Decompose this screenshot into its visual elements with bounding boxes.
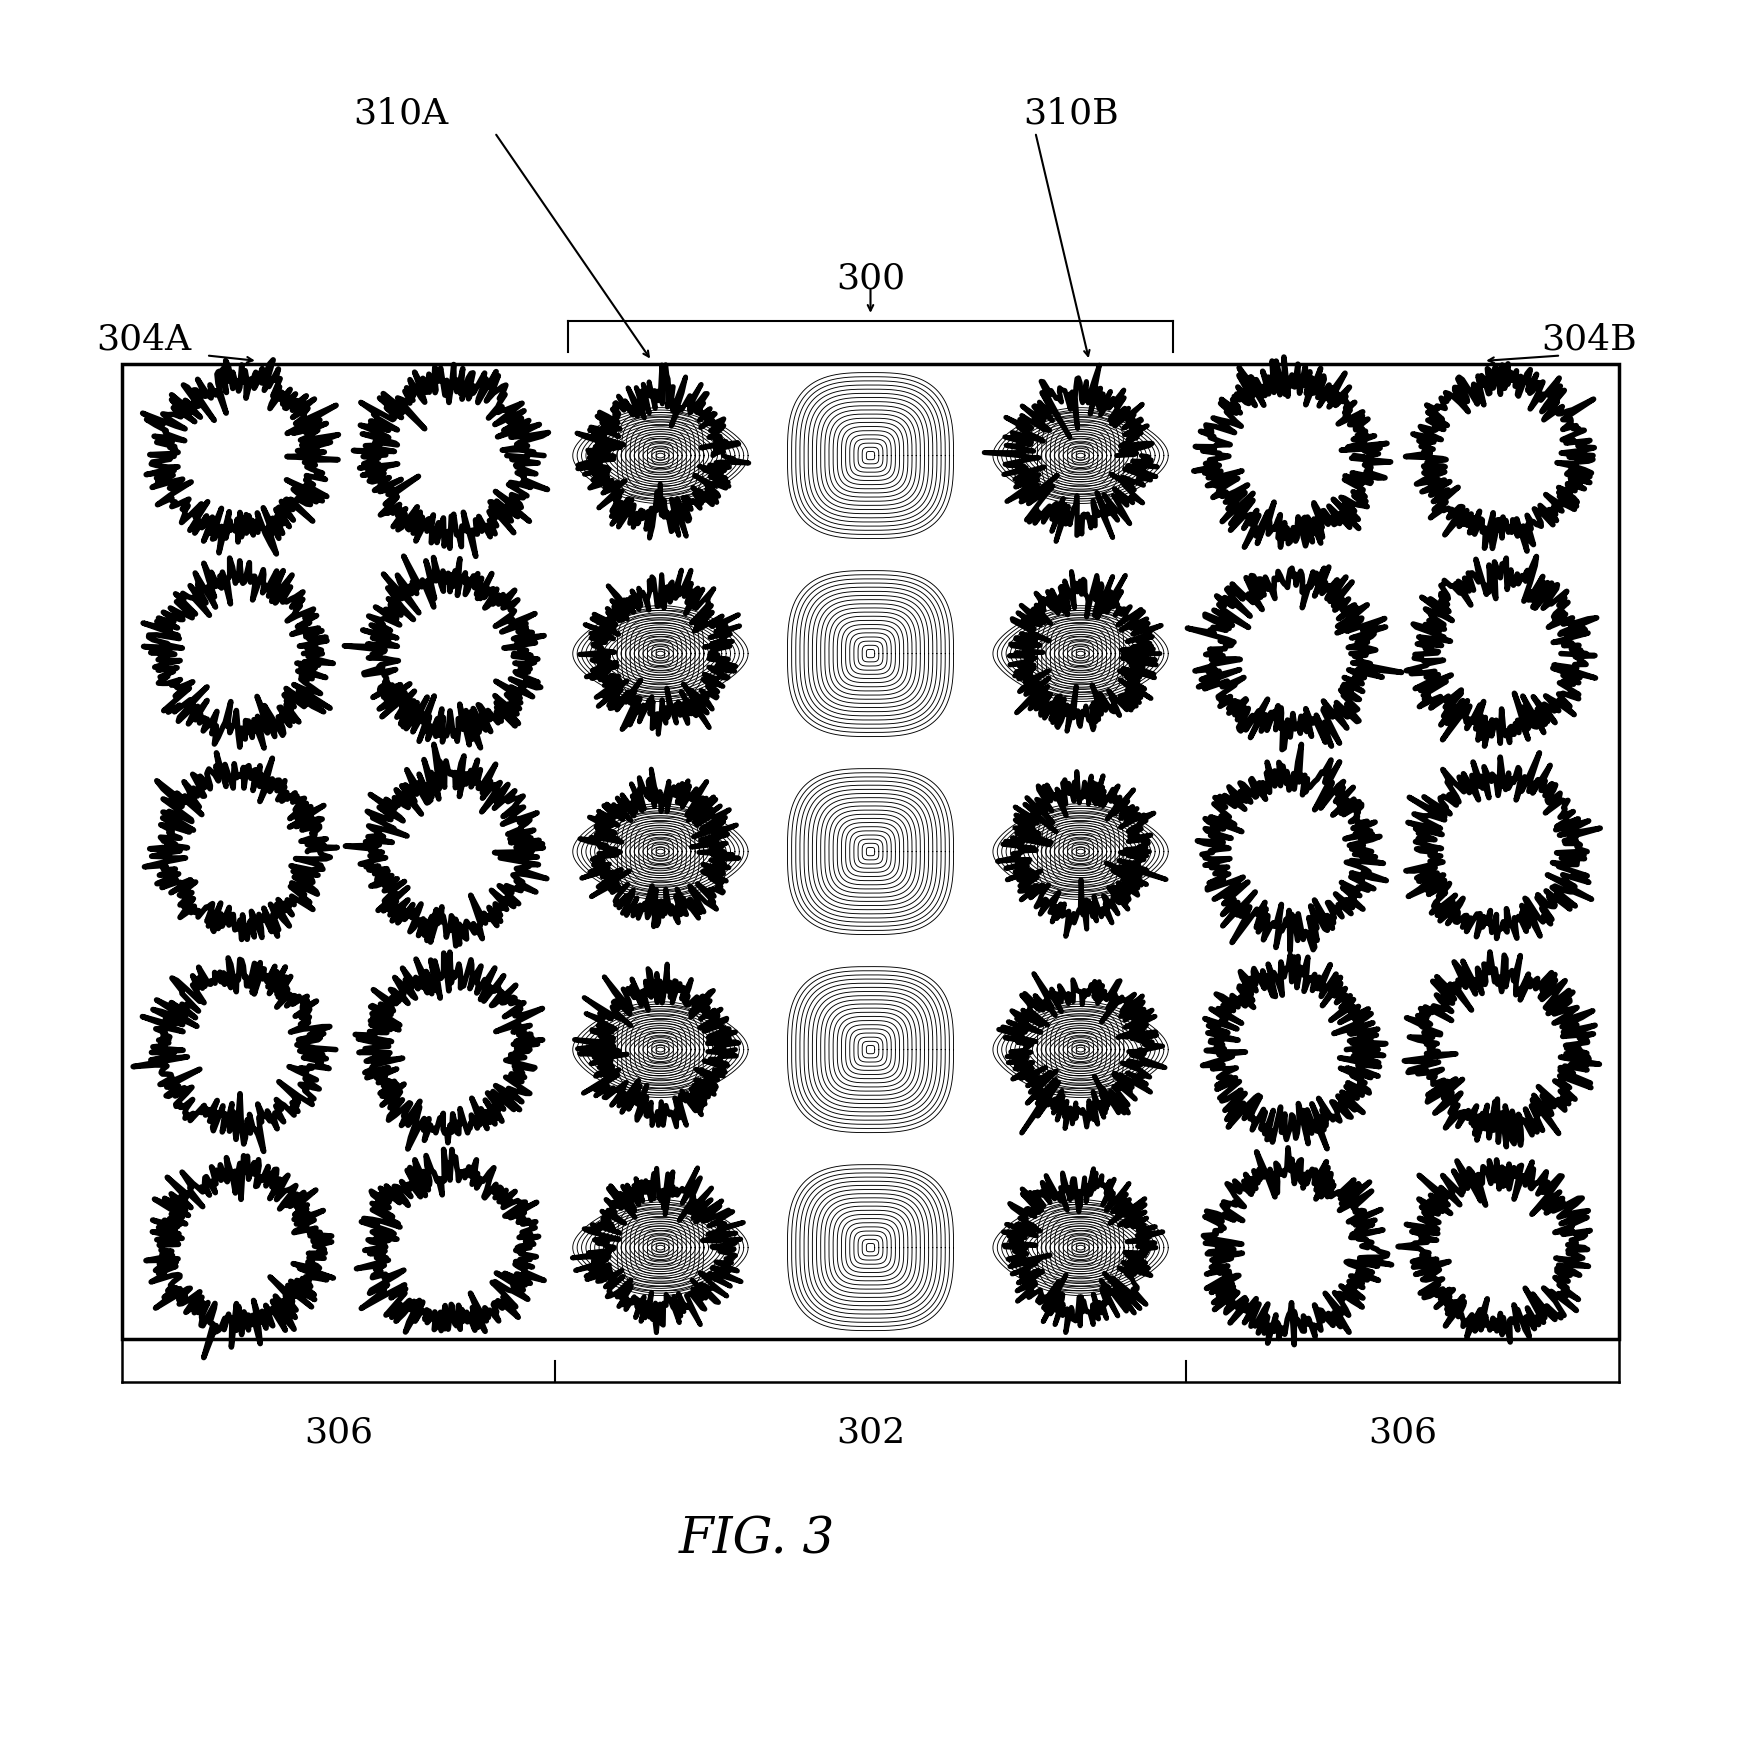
Bar (122, 365, 1619, 1339)
Text: 310A: 310A (353, 96, 447, 130)
Text: 306: 306 (305, 1414, 373, 1449)
Text: 302: 302 (836, 1414, 905, 1449)
Text: 304B: 304B (1541, 322, 1637, 356)
Text: FIG. 3: FIG. 3 (679, 1515, 836, 1563)
Text: 306: 306 (1368, 1414, 1436, 1449)
Text: 310B: 310B (1024, 96, 1118, 130)
Text: 304A: 304A (96, 322, 192, 356)
Text: 300: 300 (836, 261, 905, 296)
